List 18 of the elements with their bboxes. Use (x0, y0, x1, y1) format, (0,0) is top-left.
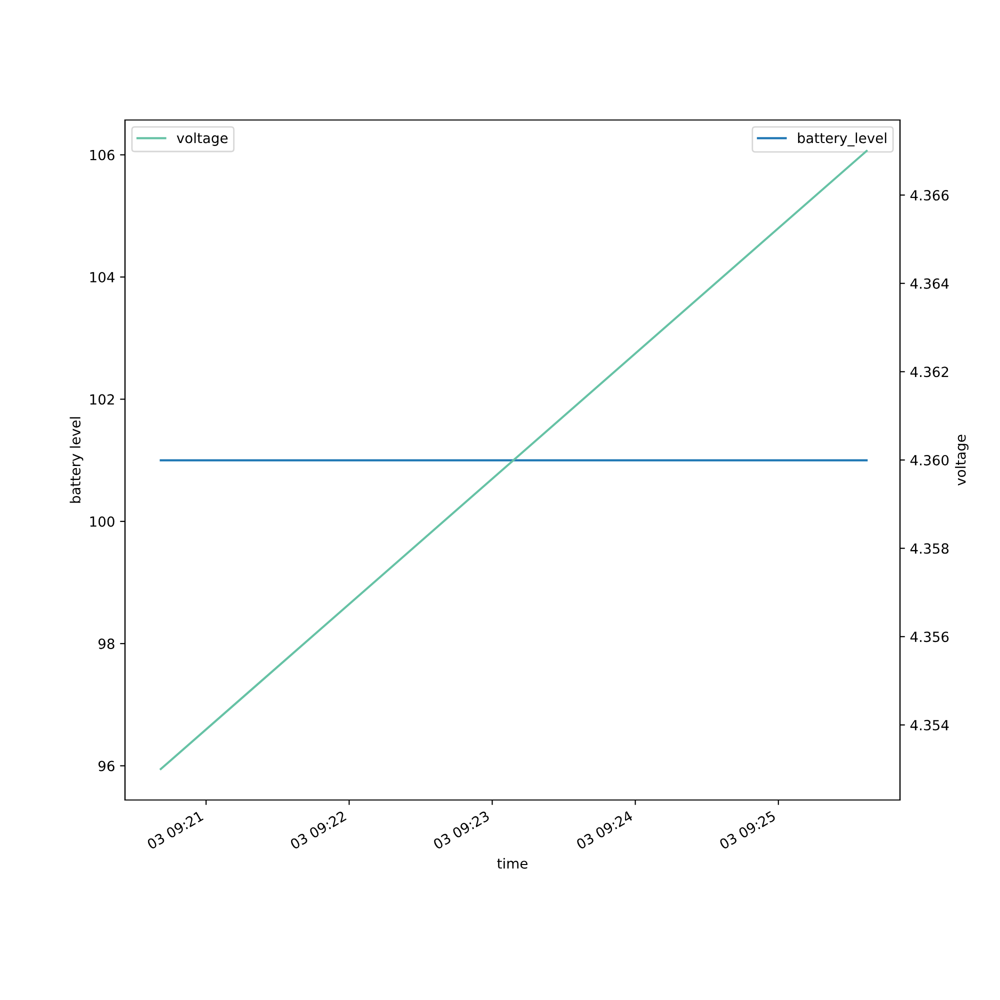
y-tick-label: 104 (90, 272, 114, 282)
y2-tick-label: 4.358 (910, 543, 949, 554)
legend-label: voltage (176, 132, 228, 146)
y2-tick-label: 4.354 (910, 720, 949, 730)
y2-axis-title: voltage (955, 434, 968, 486)
y-tick-label: 96 (98, 760, 114, 772)
y-tick-label: 100 (90, 516, 114, 527)
y2-tick-label: 4.362 (910, 366, 948, 378)
y-axis-title: battery level (70, 417, 84, 503)
y-tick-label: 102 (90, 394, 114, 405)
y2-tick-label: 4.360 (910, 454, 949, 466)
legend-label: battery_level (798, 132, 886, 146)
y-tick-label: 106 (90, 150, 114, 160)
y-tick-label: 98 (98, 638, 114, 650)
y2-tick-label: 4.366 (910, 190, 949, 201)
y2-tick-label: 4.364 (910, 278, 949, 289)
x-axis-title: time (497, 858, 528, 869)
y2-tick-label: 4.356 (910, 632, 949, 642)
